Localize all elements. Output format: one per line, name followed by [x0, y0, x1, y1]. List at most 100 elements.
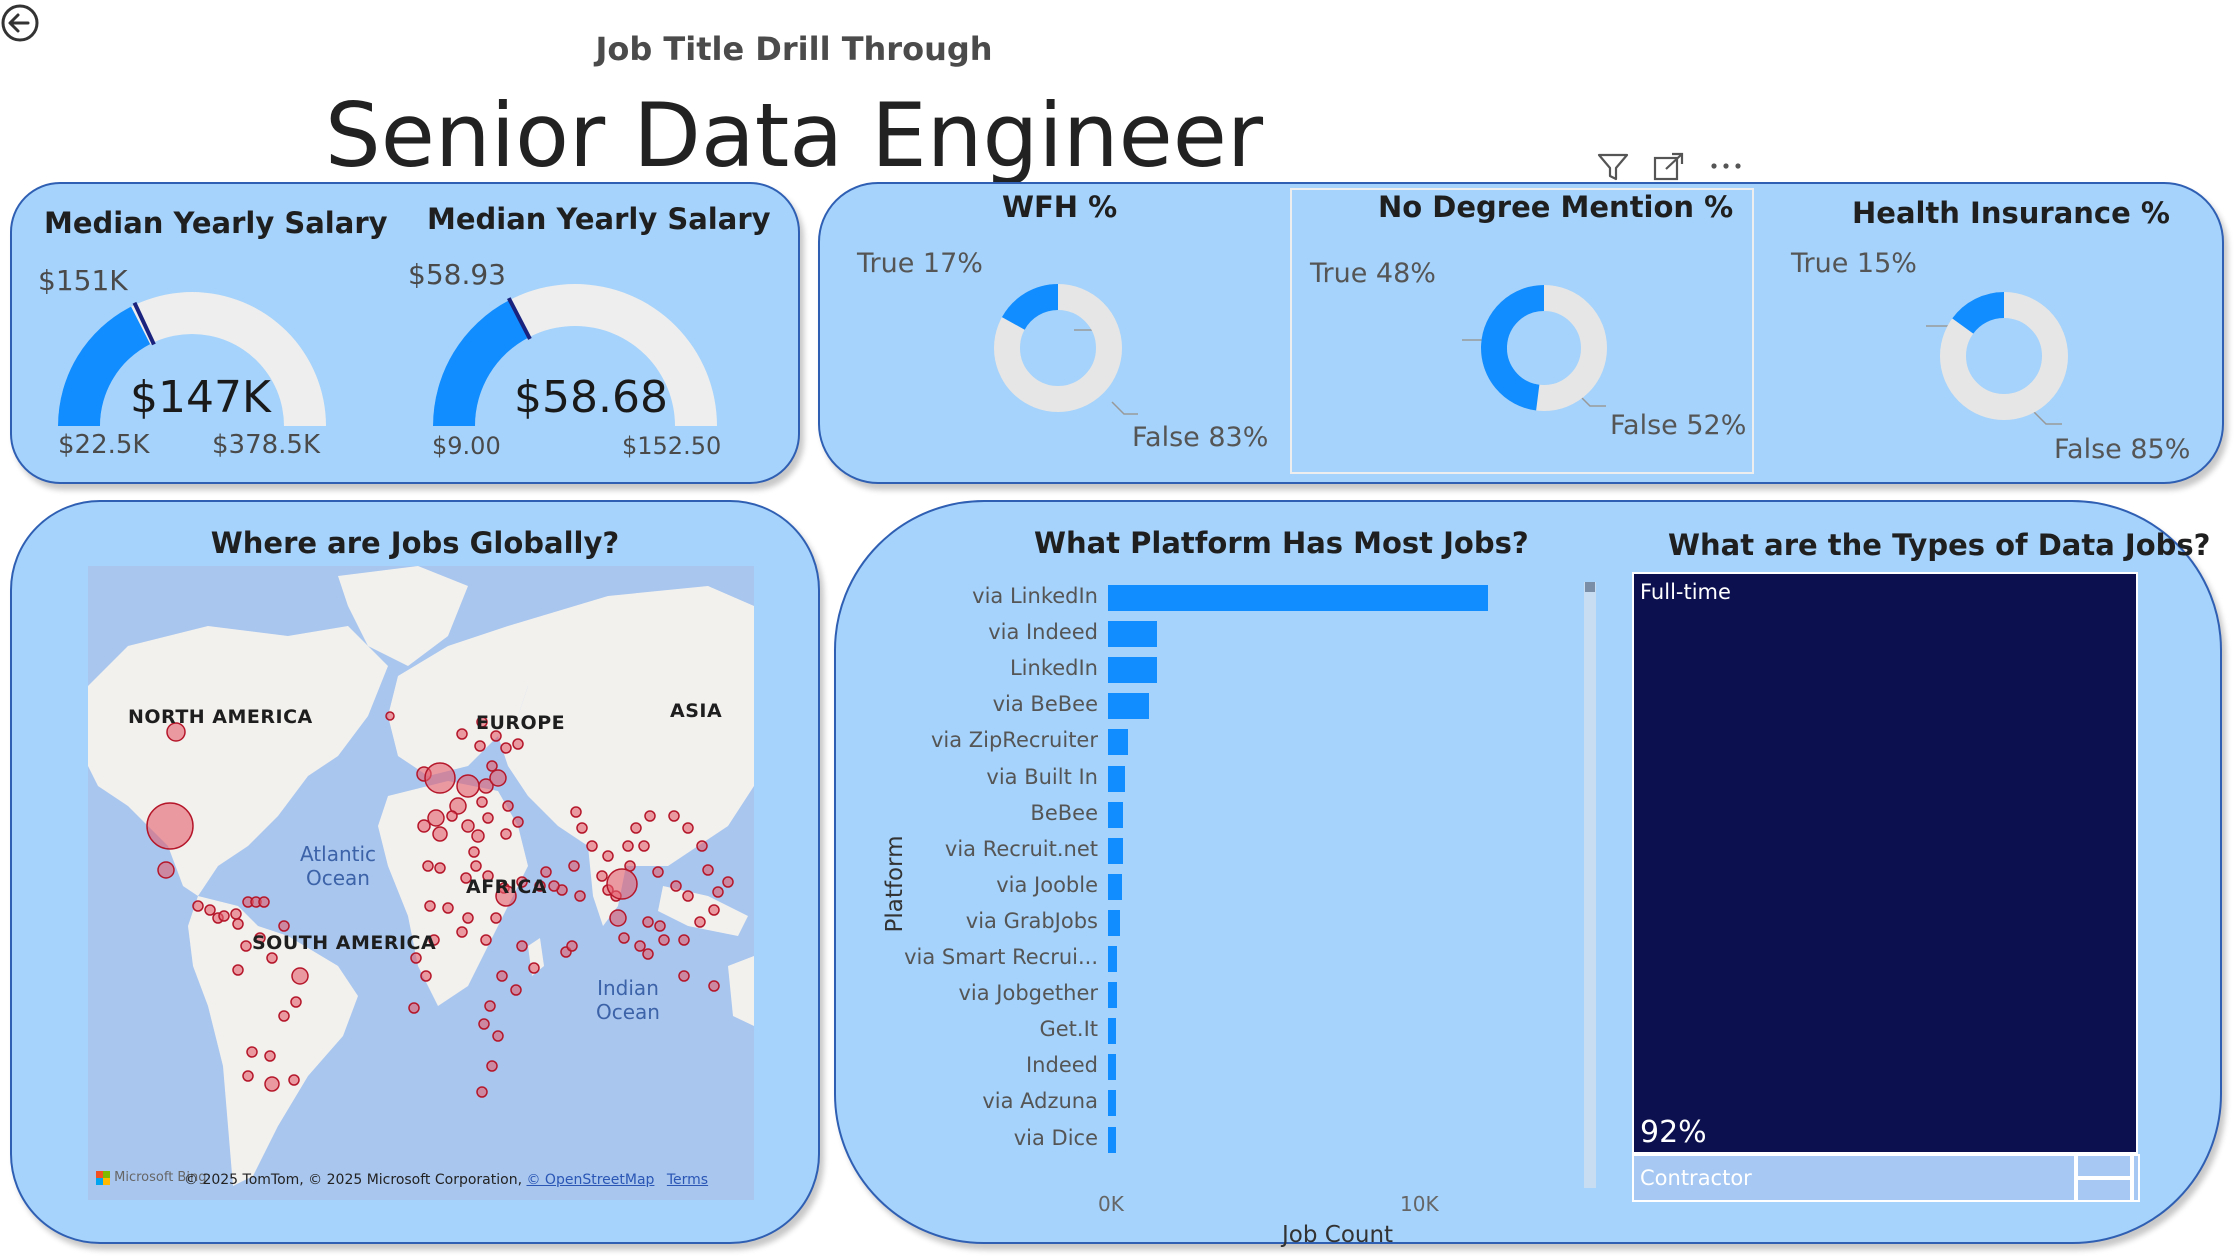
map-job-bubble[interactable]	[432, 826, 448, 842]
map-job-bubble[interactable]	[427, 809, 445, 827]
treemap-tile-small-1[interactable]	[2076, 1154, 2132, 1178]
map-job-bubble[interactable]	[232, 964, 244, 976]
map-job-bubble[interactable]	[606, 868, 638, 900]
map-job-bubble[interactable]	[478, 1018, 490, 1030]
map-job-bubble[interactable]	[422, 860, 434, 872]
map-job-bubble[interactable]	[428, 934, 440, 946]
map-job-bubble[interactable]	[424, 900, 436, 912]
map-job-bubble[interactable]	[291, 967, 309, 985]
map-job-bubble[interactable]	[442, 902, 454, 914]
map-job-bubble[interactable]	[496, 970, 508, 982]
map-job-bubble[interactable]	[468, 846, 480, 858]
map-job-bubble[interactable]	[290, 996, 302, 1008]
more-options-icon[interactable]	[1708, 156, 1744, 176]
map-job-bubble[interactable]	[510, 984, 522, 996]
map-job-bubble[interactable]	[574, 890, 586, 902]
treemap-tile-full-time[interactable]: Full-time 92%	[1632, 572, 2138, 1154]
map-job-bubble[interactable]	[192, 900, 204, 912]
platform-bar[interactable]	[1108, 837, 1124, 864]
donut-no-degree[interactable]	[1430, 256, 1670, 436]
map-job-bubble[interactable]	[417, 819, 431, 833]
map-job-bubble[interactable]	[500, 742, 512, 754]
donut-true-segment[interactable]	[1481, 285, 1545, 411]
platform-bar[interactable]	[1108, 585, 1488, 611]
map-job-bubble[interactable]	[570, 806, 582, 818]
map-job-bubble[interactable]	[516, 876, 528, 888]
world-map[interactable]: NORTH AMERICA EUROPE ASIA AFRICA SOUTH A…	[88, 566, 754, 1200]
map-terms-link[interactable]: Terms	[666, 1172, 709, 1188]
map-job-bubble[interactable]	[470, 860, 482, 872]
map-job-bubble[interactable]	[157, 861, 175, 879]
map-job-bubble[interactable]	[258, 896, 270, 908]
map-job-bubble[interactable]	[482, 812, 494, 824]
map-job-bubble[interactable]	[204, 904, 216, 916]
map-job-bubble[interactable]	[516, 940, 528, 952]
back-arrow-icon[interactable]	[0, 2, 40, 44]
map-job-bubble[interactable]	[266, 952, 278, 964]
map-job-bubble[interactable]	[495, 885, 517, 907]
platform-bar[interactable]	[1108, 1090, 1116, 1117]
scrollbar-thumb[interactable]	[1585, 582, 1595, 592]
map-job-bubble[interactable]	[548, 880, 560, 892]
map-job-bubble[interactable]	[146, 802, 194, 850]
map-job-bubble[interactable]	[456, 728, 468, 740]
treemap-tile-small-3[interactable]	[2132, 1154, 2140, 1202]
donut-true-segment[interactable]	[1952, 292, 2005, 335]
map-job-bubble[interactable]	[682, 890, 694, 902]
map-job-bubble[interactable]	[476, 1086, 488, 1098]
map-job-bubble[interactable]	[490, 912, 502, 924]
platform-bar[interactable]	[1108, 1126, 1116, 1153]
map-job-bubble[interactable]	[708, 980, 720, 992]
platform-bar[interactable]	[1108, 801, 1124, 828]
map-job-bubble[interactable]	[424, 762, 456, 794]
map-job-bubble[interactable]	[461, 819, 475, 833]
map-job-bubble[interactable]	[722, 876, 734, 888]
map-job-bubble[interactable]	[634, 940, 646, 952]
gauge-hourly[interactable]	[429, 284, 721, 434]
map-job-bubble[interactable]	[166, 722, 186, 742]
map-job-bubble[interactable]	[278, 1010, 290, 1022]
map-job-bubble[interactable]	[609, 909, 627, 927]
map-job-bubble[interactable]	[654, 920, 666, 932]
map-job-bubble[interactable]	[486, 760, 498, 772]
map-job-bubble[interactable]	[534, 880, 546, 892]
map-job-bubble[interactable]	[696, 840, 708, 852]
map-job-bubble[interactable]	[576, 822, 588, 834]
map-job-bubble[interactable]	[618, 932, 630, 944]
map-job-bubble[interactable]	[230, 908, 242, 920]
map-job-bubble[interactable]	[446, 810, 458, 822]
map-job-bubble[interactable]	[528, 962, 540, 974]
map-job-bubble[interactable]	[622, 840, 634, 852]
map-job-bubble[interactable]	[462, 912, 474, 924]
map-job-bubble[interactable]	[678, 934, 690, 946]
map-job-bubble[interactable]	[702, 864, 714, 876]
openstreetmap-link[interactable]: © OpenStreetMap	[526, 1172, 655, 1188]
platform-bar[interactable]	[1108, 765, 1125, 792]
map-job-bubble[interactable]	[678, 970, 690, 982]
map-job-bubble[interactable]	[218, 910, 230, 922]
platform-bar[interactable]	[1108, 909, 1121, 936]
platform-bar[interactable]	[1108, 657, 1157, 684]
map-job-bubble[interactable]	[652, 866, 664, 878]
map-job-bubble[interactable]	[476, 796, 488, 808]
map-job-bubble[interactable]	[492, 1030, 504, 1042]
platform-bar[interactable]	[1108, 1018, 1116, 1045]
map-job-bubble[interactable]	[408, 1002, 420, 1014]
map-job-bubble[interactable]	[471, 829, 485, 843]
map-job-bubble[interactable]	[232, 918, 244, 930]
map-job-bubble[interactable]	[489, 769, 507, 787]
map-job-bubble[interactable]	[478, 778, 494, 794]
map-job-bubble[interactable]	[540, 866, 552, 878]
map-job-bubble[interactable]	[682, 822, 694, 834]
map-job-bubble[interactable]	[644, 810, 656, 822]
map-job-bubble[interactable]	[278, 920, 290, 932]
map-job-bubble[interactable]	[484, 1000, 496, 1012]
map-job-bubble[interactable]	[602, 850, 614, 862]
map-job-bubble[interactable]	[460, 872, 472, 884]
map-job-bubble[interactable]	[630, 822, 642, 834]
map-job-bubble[interactable]	[264, 1076, 280, 1092]
map-job-bubble[interactable]	[246, 1046, 258, 1058]
map-job-bubble[interactable]	[708, 904, 720, 916]
gauge-yearly[interactable]	[56, 284, 328, 434]
map-job-bubble[interactable]	[385, 711, 395, 721]
